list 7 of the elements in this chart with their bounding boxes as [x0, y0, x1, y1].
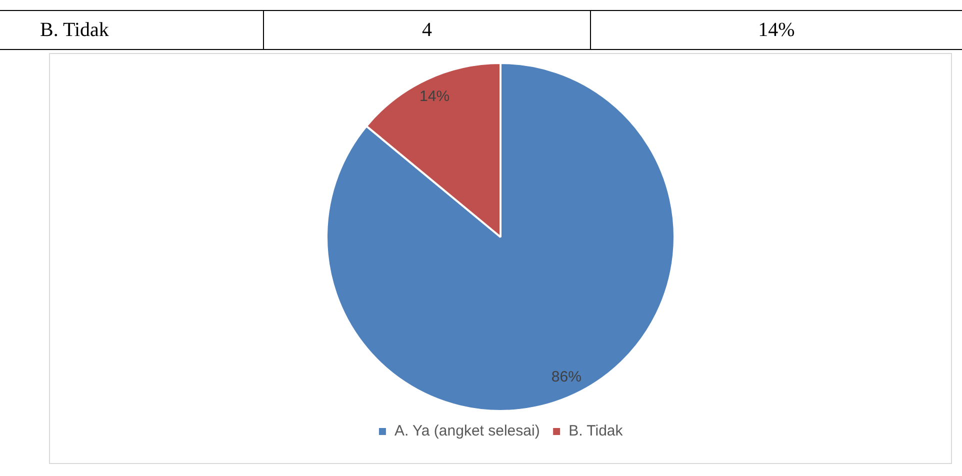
data-label: 14%	[420, 88, 450, 106]
legend-label: A. Ya (angket selesai)	[394, 422, 540, 440]
legend-label: B. Tidak	[568, 422, 624, 440]
text: 4	[263, 11, 590, 49]
data-label: 86%	[551, 368, 582, 386]
text: 14%	[590, 11, 962, 49]
text: B. Tidak	[39, 18, 110, 42]
